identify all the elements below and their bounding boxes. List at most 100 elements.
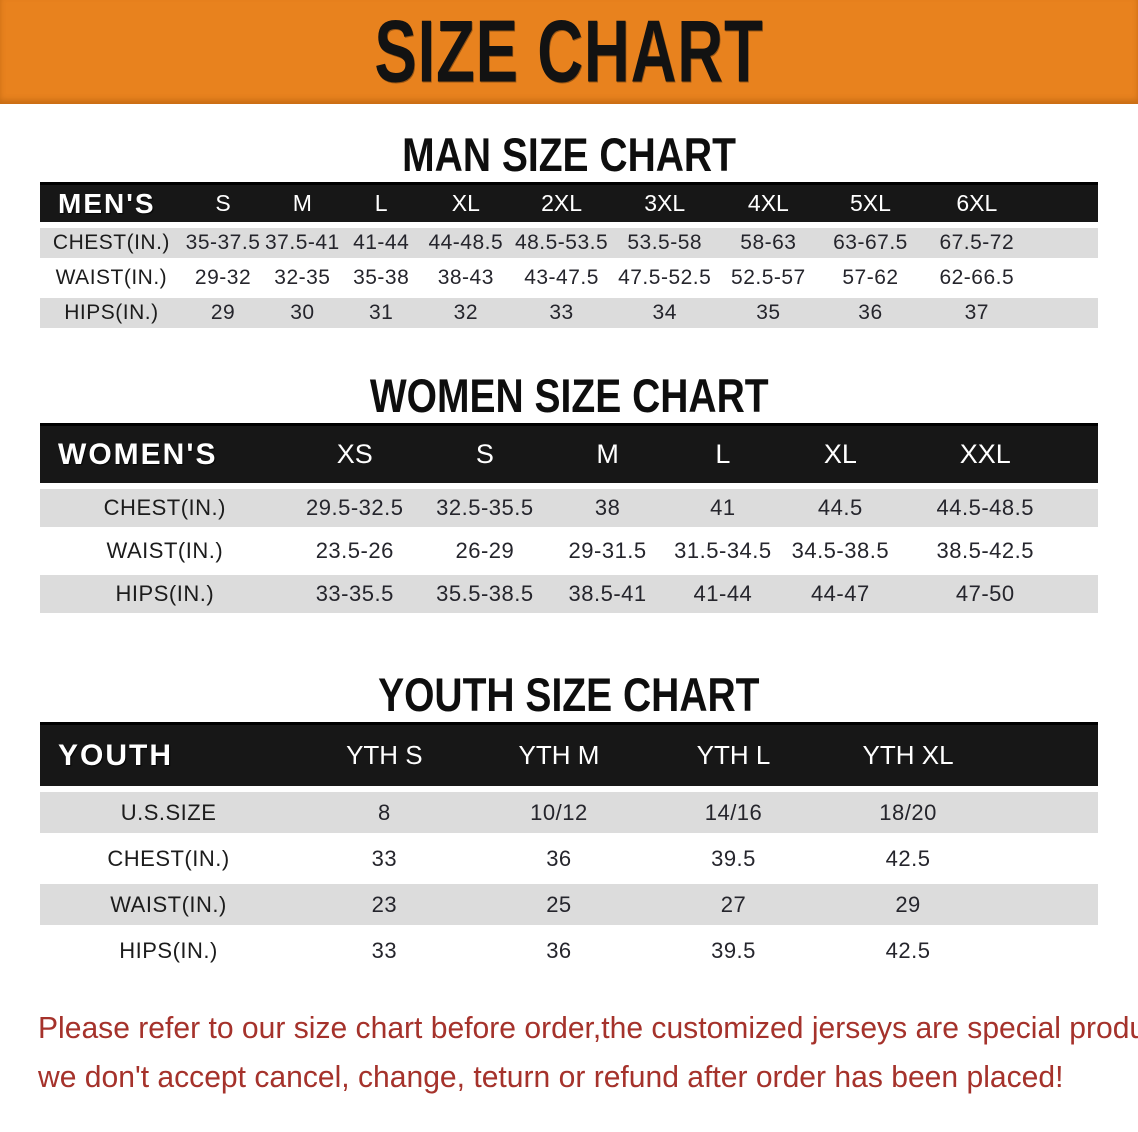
size-value-cell: 41-44: [665, 572, 781, 618]
size-value-cell: 10/12: [471, 789, 647, 838]
size-value-cell: 36: [471, 927, 647, 976]
size-value-cell: 38.5-41: [549, 572, 666, 618]
size-value-cell: 52.5-57: [717, 260, 820, 298]
size-value-cell: 63-67.5: [819, 225, 922, 263]
row-label: U.S.SIZE: [40, 789, 298, 838]
size-value-cell: 35.5-38.5: [419, 572, 550, 618]
banner-title: SIZE CHART: [374, 2, 764, 101]
row-label: HIPS(IN.): [40, 572, 290, 618]
table-row: WAIST(IN.) 23.5-26 26-29 29-31.5 31.5-34.5 34…: [40, 529, 1098, 575]
size-column-header: L: [341, 182, 421, 228]
youth-header-row: YOUTH YTH S YTH M YTH L YTH XL: [40, 722, 1098, 792]
size-value-cell: 38: [549, 486, 666, 532]
table-row: CHEST(IN.) 35-37.5 37.5-41 41-44 44-48.5 48.5…: [40, 225, 1098, 263]
size-value-cell: 53.5-58: [612, 225, 718, 263]
size-column-header: YTH XL: [820, 722, 996, 792]
size-value-cell: 33-35.5: [289, 572, 420, 618]
size-column-header: 4XL: [717, 182, 820, 228]
size-value-cell: 44-48.5: [420, 225, 511, 263]
size-column-header: XXL: [900, 423, 1071, 489]
size-column-header: S: [419, 423, 550, 489]
size-value-cell: 34: [612, 295, 718, 333]
size-value-cell: 36: [819, 295, 922, 333]
size-value-cell: 44-47: [780, 572, 901, 618]
women-header-row: WOMEN'S XS S M L XL XXL: [40, 423, 1098, 489]
table-row: WAIST(IN.) 23 25 27 29: [40, 881, 1098, 930]
row-filler: [1070, 572, 1098, 618]
size-value-cell: 8: [297, 789, 472, 838]
size-value-cell: 47.5-52.5: [612, 260, 718, 298]
table-row: U.S.SIZE 8 10/12 14/16 18/20: [40, 789, 1098, 838]
row-filler: [995, 927, 1098, 976]
row-label: CHEST(IN.): [40, 486, 290, 532]
youth-size-chart-heading: YOUTH SIZE CHART: [378, 668, 760, 721]
size-value-cell: 43-47.5: [510, 260, 613, 298]
size-value-cell: 23.5-26: [289, 529, 420, 575]
size-value-cell: 37.5-41: [263, 225, 342, 263]
size-value-cell: 31.5-34.5: [665, 529, 781, 575]
size-column-header: 6XL: [921, 182, 1033, 228]
size-column-header: XL: [420, 182, 511, 228]
size-column-header: YTH S: [297, 722, 472, 792]
table-row: HIPS(IN.) 33 36 39.5 42.5: [40, 927, 1098, 976]
size-value-cell: 18/20: [820, 789, 996, 838]
size-value-cell: 27: [646, 881, 821, 930]
size-value-cell: 29-31.5: [549, 529, 666, 575]
header-filler: [995, 722, 1098, 792]
disclaimer: Please refer to our size chart before or…: [38, 1003, 1138, 1101]
size-value-cell: 38-43: [420, 260, 511, 298]
size-column-header: L: [665, 423, 781, 489]
size-value-cell: 32.5-35.5: [419, 486, 550, 532]
size-value-cell: 33: [510, 295, 613, 333]
header-filler: [1032, 182, 1098, 228]
size-value-cell: 32: [420, 295, 511, 333]
row-filler: [995, 835, 1098, 884]
row-filler: [1032, 225, 1098, 263]
size-value-cell: 41-44: [341, 225, 421, 263]
size-value-cell: 29-32: [182, 260, 264, 298]
women-size-table: WOMEN'S XS S M L XL XXL CHEST(IN.) 29.5-32.5 32.…: [40, 423, 1098, 618]
size-value-cell: 32-35: [263, 260, 342, 298]
size-column-header: S: [182, 182, 264, 228]
size-value-cell: 42.5: [820, 835, 996, 884]
table-row: CHEST(IN.) 33 36 39.5 42.5: [40, 835, 1098, 884]
row-filler: [1070, 486, 1098, 532]
size-value-cell: 30: [263, 295, 342, 333]
size-value-cell: 31: [341, 295, 421, 333]
table-title: MEN'S: [40, 182, 183, 228]
row-label: HIPS(IN.): [40, 295, 183, 333]
header-filler: [1070, 423, 1098, 489]
row-label: HIPS(IN.): [40, 927, 298, 976]
size-value-cell: 35-38: [341, 260, 421, 298]
size-value-cell: 35-37.5: [182, 225, 264, 263]
table-row: WAIST(IN.) 29-32 32-35 35-38 38-43 43-47.5 47.…: [40, 260, 1098, 298]
youth-size-table: YOUTH YTH S YTH M YTH L YTH XL U.S.SIZE 8 10/1…: [40, 722, 1098, 976]
size-value-cell: 67.5-72: [921, 225, 1033, 263]
men-header-row: MEN'S S M L XL 2XL 3XL 4XL 5XL 6XL: [40, 182, 1098, 228]
size-value-cell: 29.5-32.5: [289, 486, 420, 532]
table-title: WOMEN'S: [40, 423, 290, 489]
size-value-cell: 42.5: [820, 927, 996, 976]
size-value-cell: 29: [820, 881, 996, 930]
row-label: WAIST(IN.): [40, 260, 183, 298]
men-size-table: MEN'S S M L XL 2XL 3XL 4XL 5XL 6XL CHEST(IN.) 35-3…: [40, 182, 1098, 333]
size-column-header: M: [263, 182, 342, 228]
row-filler: [1070, 529, 1098, 575]
table-row: HIPS(IN.) 33-35.5 35.5-38.5 38.5-41 41-44 44-…: [40, 572, 1098, 618]
size-value-cell: 35: [717, 295, 820, 333]
row-label: WAIST(IN.): [40, 529, 290, 575]
man-size-chart-heading: MAN SIZE CHART: [402, 128, 736, 181]
size-value-cell: 25: [471, 881, 647, 930]
size-value-cell: 39.5: [646, 927, 821, 976]
size-value-cell: 44.5: [780, 486, 901, 532]
row-label: CHEST(IN.): [40, 225, 183, 263]
size-column-header: YTH M: [471, 722, 647, 792]
disclaimer-line-1: Please refer to our size chart before or…: [38, 1010, 1138, 1045]
row-label: CHEST(IN.): [40, 835, 298, 884]
size-value-cell: 48.5-53.5: [510, 225, 613, 263]
size-value-cell: 34.5-38.5: [780, 529, 901, 575]
size-value-cell: 39.5: [646, 835, 821, 884]
size-value-cell: 41: [665, 486, 781, 532]
size-column-header: YTH L: [646, 722, 821, 792]
size-column-header: M: [549, 423, 666, 489]
